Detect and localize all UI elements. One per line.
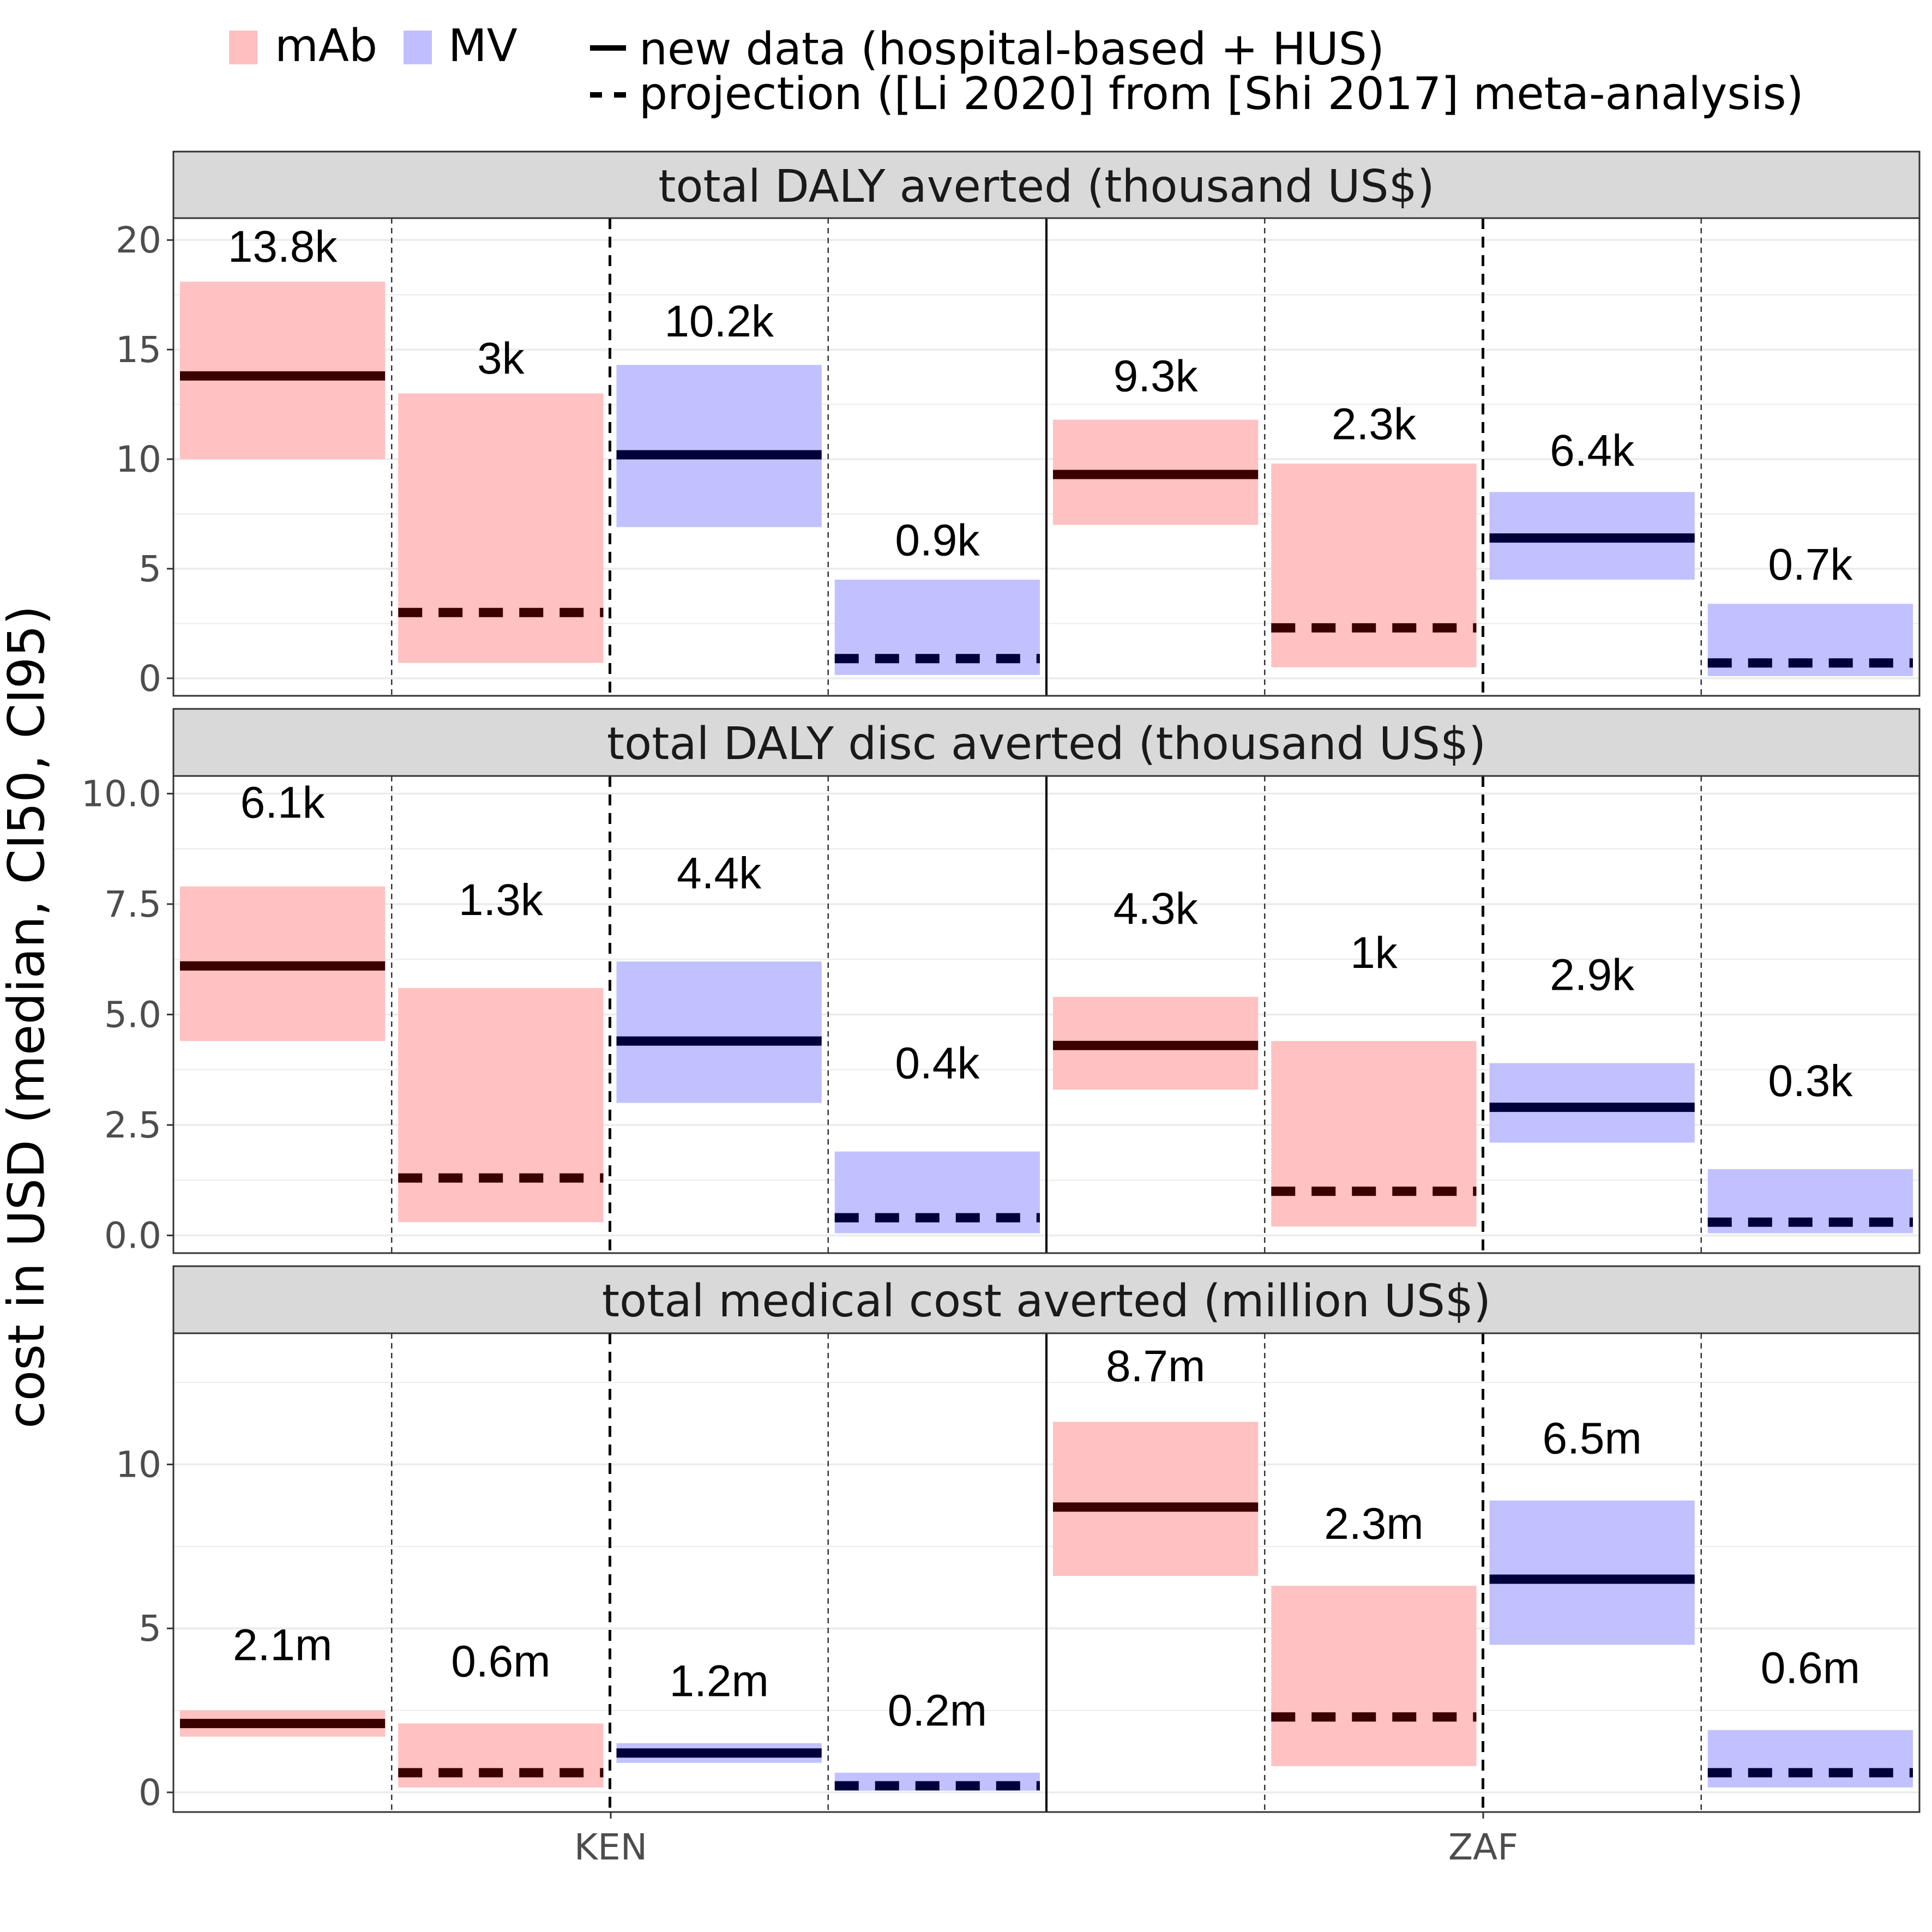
- panel-2: total DALY disc averted (thousand US$) 6.…: [81, 708, 1921, 1257]
- y-tick-label: 20: [116, 219, 161, 261]
- median-value-label: 0.3k: [1768, 1056, 1853, 1106]
- y-tick-label: 0: [139, 658, 161, 700]
- median-value-label: 6.1k: [240, 778, 326, 828]
- median-value-label: 1k: [1350, 928, 1398, 978]
- median-value-label: 4.3k: [1114, 884, 1199, 934]
- ci-box-ken-mv: [616, 961, 822, 1103]
- median-value-label: 2.9k: [1550, 950, 1635, 1000]
- panel-title: total DALY averted (thousand US$): [658, 161, 1435, 213]
- y-tick-label: 5.0: [104, 994, 161, 1036]
- ci-box-ken-mv: [616, 365, 822, 527]
- legend-label-new-data: new data (hospital-based + HUS): [639, 23, 1385, 75]
- y-tick-label: 0: [139, 1772, 161, 1814]
- ci-box-zaf-mab: [1271, 1041, 1477, 1227]
- ci-box-ken-mab: [398, 1723, 604, 1787]
- y-tick-label: 10.0: [81, 773, 161, 815]
- median-value-label: 6.5m: [1542, 1413, 1641, 1463]
- panel-title: total medical cost averted (million US$): [602, 1275, 1491, 1327]
- ci-box-zaf-mab: [1271, 1586, 1477, 1766]
- median-value-label: 10.2k: [664, 297, 774, 346]
- facet-panels: total DALY averted (thousand US$) 13.8k 3k…: [81, 151, 1921, 1814]
- y-tick-label: 7.5: [104, 883, 161, 925]
- median-value-label: 9.3k: [1114, 351, 1199, 401]
- median-value-label: 0.6m: [1761, 1643, 1860, 1693]
- panel-3: total medical cost averted (million US$)…: [116, 1265, 1921, 1814]
- legend: mAb MV new data (hospital-based + HUS) p…: [229, 20, 1804, 120]
- median-value-label: 1.3k: [459, 875, 544, 925]
- legend-swatch-mv: [404, 31, 432, 64]
- legend-label-mab: mAb: [275, 20, 377, 72]
- median-value-label: 2.1m: [233, 1620, 332, 1670]
- ci-box-zaf-mab: [1053, 1422, 1259, 1576]
- legend-label-projection: projection ([Li 2020] from [Shi 2017] me…: [639, 68, 1804, 120]
- ci-box-ken-mab: [398, 988, 604, 1223]
- y-axis-title: cost in USD (median, CI50, CI95): [0, 605, 56, 1429]
- y-tick-label: 2.5: [104, 1104, 161, 1146]
- panel-title: total DALY disc averted (thousand US$): [607, 718, 1486, 770]
- median-value-label: 0.7k: [1768, 540, 1853, 589]
- panel-strip: [172, 1265, 1921, 1334]
- median-value-label: 3k: [477, 334, 525, 383]
- median-value-label: 0.4k: [895, 1039, 980, 1088]
- panel-strip: [172, 708, 1921, 777]
- panel-border: [172, 217, 1921, 697]
- median-value-label: 0.9k: [895, 516, 980, 565]
- ci-box-zaf-mab: [1271, 464, 1477, 667]
- median-value-label: 8.7m: [1106, 1341, 1205, 1391]
- x-tick-label-zaf: ZAF: [1448, 1826, 1518, 1868]
- y-tick-label: 0.0: [104, 1215, 161, 1257]
- median-value-label: 13.8k: [228, 222, 338, 272]
- median-value-label: 2.3k: [1332, 400, 1417, 449]
- ci-box-ken-mab: [398, 393, 604, 663]
- y-tick-label: 10: [116, 438, 161, 480]
- x-axis: KEN ZAF: [574, 1812, 1518, 1868]
- legend-label-mv: MV: [448, 20, 517, 72]
- ci-box-zaf-mv: [1707, 1730, 1913, 1787]
- ci-box-ken-mab: [180, 281, 386, 460]
- x-tick-label-ken: KEN: [574, 1826, 647, 1868]
- median-value-label: 6.4k: [1550, 426, 1635, 476]
- panel-strip: [172, 151, 1921, 219]
- panel-1: total DALY averted (thousand US$) 13.8k 3k…: [116, 151, 1921, 700]
- median-value-label: 1.2m: [669, 1656, 768, 1706]
- y-tick-label: 10: [116, 1444, 161, 1486]
- y-tick-label: 5: [139, 548, 161, 590]
- legend-swatch-mab: [229, 31, 257, 64]
- median-value-label: 2.3m: [1324, 1499, 1423, 1549]
- panel-border: [172, 1332, 1921, 1813]
- ci-box-zaf-mv: [1489, 1500, 1695, 1645]
- median-value-label: 0.2m: [888, 1686, 987, 1736]
- y-tick-label: 15: [116, 329, 161, 371]
- median-value-label: 4.4k: [677, 848, 762, 898]
- y-tick-label: 5: [139, 1608, 161, 1650]
- median-value-label: 0.6m: [451, 1636, 550, 1686]
